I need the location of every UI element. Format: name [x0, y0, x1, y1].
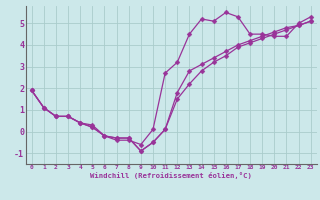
X-axis label: Windchill (Refroidissement éolien,°C): Windchill (Refroidissement éolien,°C)	[90, 172, 252, 179]
